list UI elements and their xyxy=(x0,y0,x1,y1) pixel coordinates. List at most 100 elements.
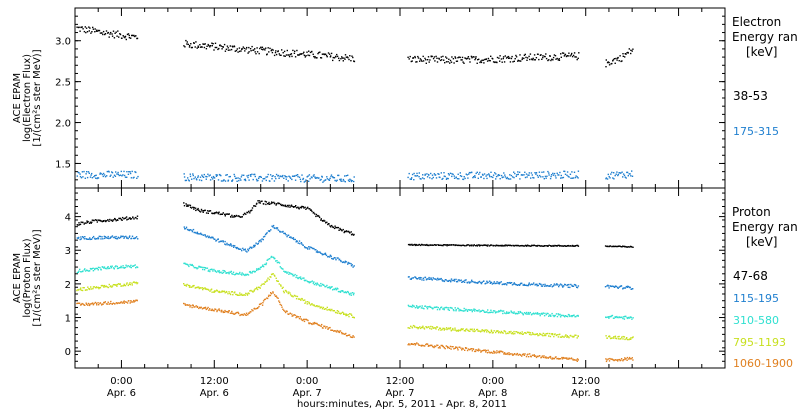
proton-data-point xyxy=(327,256,329,258)
proton-data-point xyxy=(285,205,287,208)
electron-data-point xyxy=(298,176,301,178)
electron-data-point xyxy=(631,175,634,177)
proton-data-point xyxy=(541,245,543,247)
electron-data-point xyxy=(454,56,456,58)
electron-data-point xyxy=(253,49,255,51)
proton-data-point xyxy=(122,235,124,237)
proton-data-point xyxy=(521,282,523,284)
electron-data-point xyxy=(288,175,290,177)
proton-data-point xyxy=(136,282,139,284)
proton-data-point xyxy=(567,336,569,338)
electron-data-point xyxy=(209,179,212,181)
proton-data-point xyxy=(423,244,425,246)
electron-data-point xyxy=(240,176,243,178)
proton-data-point xyxy=(446,328,448,331)
proton-data-point xyxy=(88,304,91,307)
proton-data-point xyxy=(550,357,552,359)
proton-data-point xyxy=(298,208,300,210)
proton-data-point xyxy=(530,314,533,316)
electron-data-point xyxy=(250,175,252,177)
proton-legend-310-580: 310-580 xyxy=(733,314,779,327)
proton-data-point xyxy=(330,226,332,228)
proton-data-point xyxy=(432,307,434,310)
electron-data-point xyxy=(285,176,287,178)
electron-data-point xyxy=(94,28,96,30)
electron-data-point xyxy=(464,57,466,59)
proton-legend-1060-1900: 1060-1900 xyxy=(733,357,793,370)
proton-data-point xyxy=(444,347,446,350)
proton-data-point xyxy=(196,268,198,270)
electron-data-point xyxy=(218,47,220,50)
proton-data-point xyxy=(215,271,218,273)
electron-data-point xyxy=(320,178,322,181)
electron-data-point xyxy=(293,52,296,54)
electron-data-point xyxy=(460,59,462,61)
proton-data-point xyxy=(280,203,282,205)
proton-data-point xyxy=(630,337,632,339)
x-tick-date-label: Apr. 7 xyxy=(293,388,322,399)
proton-data-point xyxy=(474,310,476,312)
proton-data-point xyxy=(625,285,628,288)
electron-data-point xyxy=(308,180,310,182)
proton-data-point xyxy=(438,327,441,329)
electron-data-point xyxy=(128,37,131,39)
proton-data-point xyxy=(508,244,511,247)
proton-data-point xyxy=(272,226,274,228)
proton-data-point xyxy=(109,302,111,305)
proton-data-point xyxy=(531,244,533,246)
electron-data-point xyxy=(511,55,513,58)
electron-data-point xyxy=(575,56,577,58)
proton-data-point xyxy=(576,337,578,339)
electron-data-point xyxy=(92,28,95,30)
proton-data-point xyxy=(258,286,261,289)
proton-data-point xyxy=(193,306,195,308)
electron-data-point xyxy=(94,31,96,33)
proton-data-point xyxy=(551,312,553,315)
proton-data-point xyxy=(547,357,550,359)
proton-data-point xyxy=(261,265,264,267)
electron-data-point xyxy=(419,58,422,60)
proton-data-point xyxy=(217,213,220,215)
electron-data-point xyxy=(122,174,124,176)
electron-data-point xyxy=(106,175,108,177)
proton-data-point xyxy=(277,202,279,204)
proton-data-point xyxy=(632,359,634,361)
proton-data-point xyxy=(195,305,197,307)
proton-data-point xyxy=(415,305,418,307)
proton-data-point xyxy=(548,285,550,287)
proton-data-point xyxy=(125,264,127,266)
electron-data-point xyxy=(196,47,198,49)
proton-data-point xyxy=(448,279,450,282)
proton-data-point xyxy=(527,313,529,315)
proton-data-point xyxy=(443,244,446,246)
electron-data-point xyxy=(488,174,491,176)
proton-data-point xyxy=(525,311,528,314)
proton-data-point xyxy=(308,302,310,305)
proton-data-point xyxy=(210,288,213,290)
proton-data-point xyxy=(506,352,509,354)
electron-data-point xyxy=(510,57,513,60)
proton-data-point xyxy=(505,283,507,285)
proton-data-point xyxy=(413,343,416,345)
proton-data-point xyxy=(496,330,498,332)
proton-data-point xyxy=(543,334,546,337)
proton-data-point xyxy=(443,307,445,309)
proton-data-point xyxy=(239,314,241,317)
proton-data-point xyxy=(339,330,342,332)
proton-y-tick-label: 3 xyxy=(65,246,71,257)
electron-data-point xyxy=(190,46,193,49)
proton-data-point xyxy=(626,286,628,288)
proton-data-point xyxy=(469,330,471,332)
proton-data-point xyxy=(264,200,266,203)
proton-data-point xyxy=(97,237,99,239)
electron-data-point xyxy=(448,58,450,60)
proton-data-point xyxy=(333,310,335,312)
proton-data-point xyxy=(230,243,232,245)
electron-data-point xyxy=(234,177,237,180)
proton-data-point xyxy=(429,327,431,330)
proton-data-point xyxy=(112,219,115,221)
proton-data-point xyxy=(502,245,504,247)
proton-data-point xyxy=(480,350,482,352)
proton-data-point xyxy=(343,291,345,294)
proton-data-point xyxy=(263,203,265,205)
